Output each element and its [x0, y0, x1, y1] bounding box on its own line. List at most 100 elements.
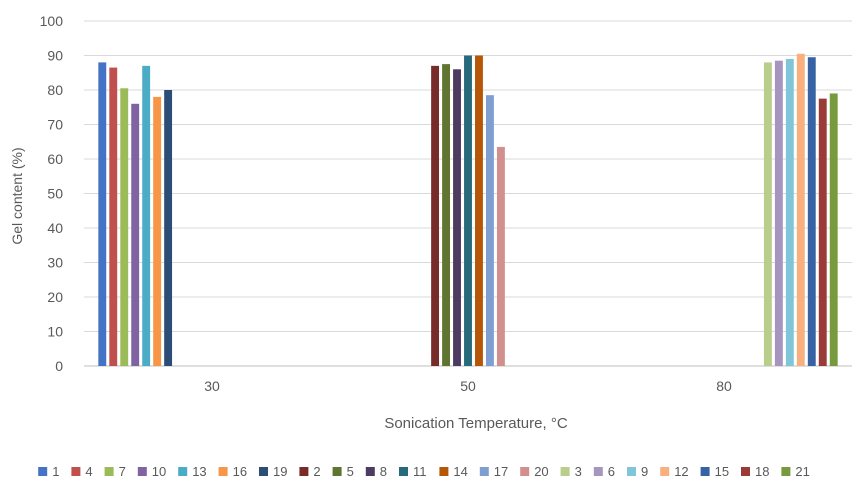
legend-item-20: 20: [520, 464, 549, 479]
bar-series-17: [485, 95, 494, 367]
legend-swatch: [399, 467, 408, 476]
bar-series-7: [120, 88, 129, 367]
legend-label: 6: [608, 464, 615, 479]
x-tick-label: 50: [460, 378, 476, 394]
y-axis-tick-labels: 0 10 20 30 40 50 60 70 80 90 100: [40, 13, 64, 374]
bar-series-16: [153, 96, 162, 367]
legend-swatch: [299, 467, 309, 476]
bar-series-13: [142, 65, 151, 366]
legend-swatch: [741, 467, 750, 476]
legend: 1 4 7 10 13 16 19 2 5 8 11 14 17 20 3 6 9 12 15 18 21: [38, 464, 810, 479]
bar-series-9: [785, 58, 794, 366]
legend-item-12: 12: [660, 464, 689, 479]
x-axis-tick-labels: 30 50 80: [204, 378, 732, 394]
y-tick-label: 40: [47, 220, 63, 236]
legend-item-13: 13: [178, 464, 207, 479]
legend-label: 14: [453, 464, 467, 479]
legend-label: 20: [534, 464, 548, 479]
y-tick-label: 20: [47, 289, 63, 305]
y-tick-label: 90: [47, 48, 63, 64]
legend-label: 13: [192, 464, 206, 479]
legend-swatch: [560, 467, 570, 476]
legend-swatch: [439, 467, 449, 476]
legend-item-5: 5: [332, 464, 354, 479]
legend-label: 7: [119, 464, 126, 479]
bars: [98, 53, 838, 367]
legend-item-2: 2: [299, 464, 321, 479]
bar-series-19: [164, 90, 173, 366]
legend-item-3: 3: [560, 464, 582, 479]
legend-label: 8: [380, 464, 387, 479]
legend-item-9: 9: [627, 464, 648, 479]
legend-swatch: [137, 467, 147, 476]
bar-series-12: [796, 53, 805, 367]
legend-swatch: [700, 467, 710, 476]
legend-item-14: 14: [439, 464, 468, 479]
legend-item-11: 11: [399, 464, 427, 479]
bar-series-15: [807, 57, 816, 366]
legend-swatch: [178, 467, 188, 476]
x-tick-label: 30: [204, 378, 220, 394]
legend-label: 10: [152, 464, 166, 479]
y-tick-label: 50: [47, 186, 63, 202]
legend-label: 12: [674, 464, 688, 479]
legend-item-17: 17: [479, 464, 508, 479]
bar-series-8: [453, 69, 461, 367]
bar-series-14: [475, 55, 483, 366]
legend-label: 18: [755, 464, 769, 479]
legend-swatch: [104, 467, 114, 476]
legend-swatch: [71, 467, 81, 476]
x-axis-title: Sonication Temperature, °C: [384, 415, 567, 432]
legend-item-4: 4: [71, 464, 93, 479]
y-axis-title: Gel content (%): [9, 147, 25, 244]
y-tick-label: 80: [47, 82, 63, 98]
legend-swatch: [259, 467, 268, 476]
legend-swatch: [218, 467, 228, 476]
bar-series-4: [109, 67, 118, 366]
legend-label: 21: [795, 464, 809, 479]
legend-label: 11: [413, 464, 427, 479]
legend-label: 3: [575, 464, 582, 479]
bar-series-5: [442, 64, 451, 366]
bar-series-18: [818, 98, 827, 366]
legend-label: 17: [494, 464, 508, 479]
bar-series-10: [131, 103, 140, 367]
bar-series-20: [496, 146, 505, 366]
legend-label: 5: [347, 464, 354, 479]
x-tick-label: 80: [716, 378, 732, 394]
bar-series-21: [829, 93, 838, 366]
bar-series-3: [763, 62, 772, 367]
y-tick-label: 30: [47, 255, 63, 271]
y-tick-label: 10: [47, 324, 63, 340]
legend-swatch: [593, 467, 603, 476]
legend-swatch: [660, 467, 670, 476]
legend-item-8: 8: [365, 464, 387, 479]
legend-swatch: [520, 467, 530, 476]
y-tick-label: 60: [47, 151, 63, 167]
y-tick-label: 70: [47, 117, 63, 133]
bar-series-1: [98, 62, 107, 367]
bar-series-6: [774, 60, 783, 367]
legend-item-19: 19: [259, 464, 287, 479]
legend-swatch: [38, 467, 48, 476]
legend-item-10: 10: [137, 464, 166, 479]
legend-item-1: 1: [38, 464, 59, 479]
legend-label: 15: [715, 464, 729, 479]
legend-label: 2: [313, 464, 320, 479]
legend-swatch: [781, 467, 791, 476]
legend-item-16: 16: [218, 464, 247, 479]
bar-series-11: [464, 55, 472, 366]
legend-item-15: 15: [700, 464, 729, 479]
y-tick-label: 100: [40, 13, 64, 29]
legend-label: 4: [85, 464, 92, 479]
legend-item-6: 6: [593, 464, 615, 479]
legend-label: 1: [52, 464, 59, 479]
bar-series-2: [431, 65, 440, 366]
legend-label: 9: [641, 464, 648, 479]
legend-swatch: [479, 467, 489, 476]
legend-swatch: [365, 467, 375, 476]
legend-item-7: 7: [104, 464, 126, 479]
legend-item-21: 21: [781, 464, 810, 479]
